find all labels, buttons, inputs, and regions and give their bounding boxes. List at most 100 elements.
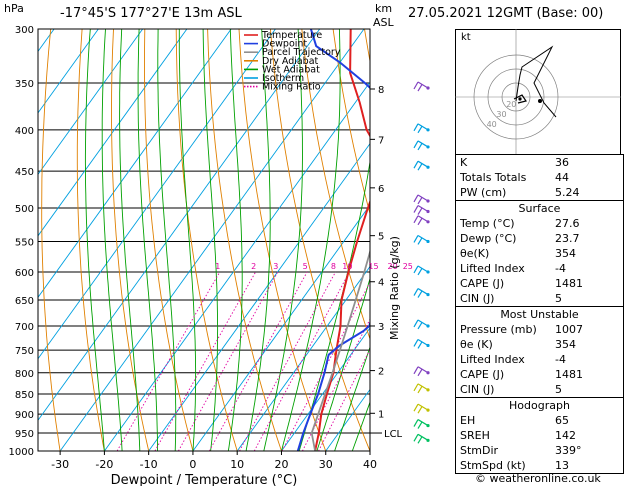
x-axis-label: Dewpoint / Temperature (°C): [111, 473, 298, 486]
dry-adiabat-line: [238, 29, 327, 451]
index-label: StmDir: [460, 444, 499, 457]
index-label: CAPE (J): [460, 277, 505, 290]
pressure-tick-label: 600: [15, 268, 34, 279]
pressure-tick-label: 400: [15, 126, 34, 137]
surface-rows: Temp (°C) 27.6 Dewp (°C) 23.7 θe(K) 354 Lifted…: [456, 216, 623, 306]
wet-adiabat-line: [137, 29, 158, 451]
pressure-tick-label: 750: [15, 346, 34, 357]
index-label: CIN (J): [460, 292, 495, 305]
wet-adiabat-line: [281, 29, 341, 451]
index-row: Lifted Index -4: [456, 261, 623, 276]
series-temperature: [314, 29, 370, 451]
x-tick-label: -20: [95, 458, 113, 471]
wind-barb-icon: [413, 265, 430, 276]
pressure-tick-label: 950: [15, 429, 34, 440]
index-row: θe(K) 354: [456, 246, 623, 261]
hodograph-ring-label: 30: [496, 110, 506, 119]
mixing-ratio-line: [239, 271, 336, 451]
km-tick-label: 3: [378, 322, 384, 333]
index-row: EH 65: [456, 413, 623, 428]
dry-adiabat-line: [175, 29, 238, 451]
legend-entry: Wet Adiabat: [262, 64, 320, 75]
index-label: Dewp (°C): [460, 232, 517, 245]
index-row: Dewp (°C) 23.7: [456, 231, 623, 246]
index-row: SREH 142: [456, 428, 623, 443]
wet-adiabat-line: [334, 345, 370, 451]
km-tick-label: 5: [378, 232, 384, 243]
hodograph-ring-label: 20: [506, 100, 516, 109]
legend-entry: Parcel Trajectory: [262, 47, 341, 58]
legend-entry: Dry Adiabat: [262, 56, 319, 67]
index-label: Lifted Index: [460, 353, 525, 366]
mixing-ratio-label: 8: [331, 262, 336, 271]
location-title: -17°45'S 177°27'E 13m ASL: [60, 6, 242, 21]
isotherm-line: [104, 81, 370, 451]
dry-adiabat-line: [76, 29, 105, 451]
mixing-ratio-line: [318, 348, 370, 451]
km-tick-label: 7: [378, 135, 384, 146]
mixing-ratio-label: 20: [388, 262, 398, 271]
wind-barb-icon: [413, 433, 430, 444]
index-row: Totals Totals 44: [456, 170, 623, 185]
index-label: CAPE (J): [460, 368, 505, 381]
index-label: Lifted Index: [460, 262, 525, 275]
index-label: StmSpd (kt): [460, 459, 526, 472]
x-tick-label: 0: [189, 458, 196, 471]
lcl-label: LCL: [384, 429, 403, 440]
hodograph-rows: EH 65 SREH 142 StmDir 339° StmSpd (kt) 13: [456, 413, 623, 473]
index-value: 354: [555, 338, 576, 351]
x-tick-label: 40: [363, 458, 377, 471]
wind-barb-icon: [413, 366, 430, 377]
index-label: PW (cm): [460, 186, 507, 199]
legend-entry: Temperature: [261, 30, 322, 41]
hodograph-trace: [515, 45, 557, 118]
wet-adiabat-line: [84, 29, 105, 451]
index-row: K 36: [456, 155, 623, 170]
indices-panel: K 36 Totals Totals 44 PW (cm) 5.24 Surface Te…: [455, 154, 624, 474]
pressure-tick-label: 550: [15, 237, 34, 248]
pressure-tick-label: 500: [15, 204, 34, 215]
wind-barb-icon: [413, 319, 430, 330]
km-label: km: [375, 2, 393, 15]
x-tick-label: 30: [319, 458, 333, 471]
pressure-tick-label: 350: [15, 79, 34, 90]
mixing-ratio-label: 3: [273, 262, 278, 271]
wet-adiabat-line: [351, 400, 370, 451]
pressure-tick-label: 450: [15, 167, 34, 178]
hpa-label: hPa: [4, 2, 24, 15]
x-tick-label: -30: [51, 458, 69, 471]
km-tick-label: 1: [378, 409, 384, 420]
hodograph-ring-label: 40: [487, 120, 497, 129]
pressure-tick-label: 900: [15, 410, 34, 421]
index-label: Pressure (mb): [460, 323, 537, 336]
legend-entry: Isotherm: [262, 73, 304, 84]
pressure-tick-label: 1000: [9, 447, 34, 458]
index-value: 65: [555, 414, 569, 427]
dry-adiabat-line: [144, 29, 194, 451]
dry-adiabat-line: [111, 29, 150, 451]
index-row: CAPE (J) 1481: [456, 367, 623, 382]
mixing-ratio-axis-label: Mixing Ratio (g/kg): [388, 236, 401, 340]
wet-adiabat-line: [245, 29, 271, 451]
pressure-tick-label: 850: [15, 390, 34, 401]
index-value: 142: [555, 429, 576, 442]
wind-barb-icon: [413, 205, 430, 215]
wet-adiabat-line: [227, 29, 243, 451]
wet-adiabat-line: [178, 29, 197, 451]
isotherm-line: [38, 29, 99, 114]
x-tick-label: 10: [230, 458, 244, 471]
index-value: 44: [555, 171, 569, 184]
series-dewpoint: [296, 29, 370, 451]
wet-adiabat-line: [101, 29, 123, 451]
wind-barb-icon: [413, 403, 430, 414]
index-row: StmSpd (kt) 13: [456, 458, 623, 473]
copyright: © weatheronline.co.uk: [475, 472, 601, 485]
wet-adiabat-line: [202, 29, 219, 451]
dry-adiabat-line: [207, 29, 282, 451]
asl-label: ASL: [373, 16, 394, 29]
km-tick-label: 2: [378, 367, 384, 378]
km-tick-label: 8: [378, 85, 384, 96]
index-value: 354: [555, 247, 576, 260]
